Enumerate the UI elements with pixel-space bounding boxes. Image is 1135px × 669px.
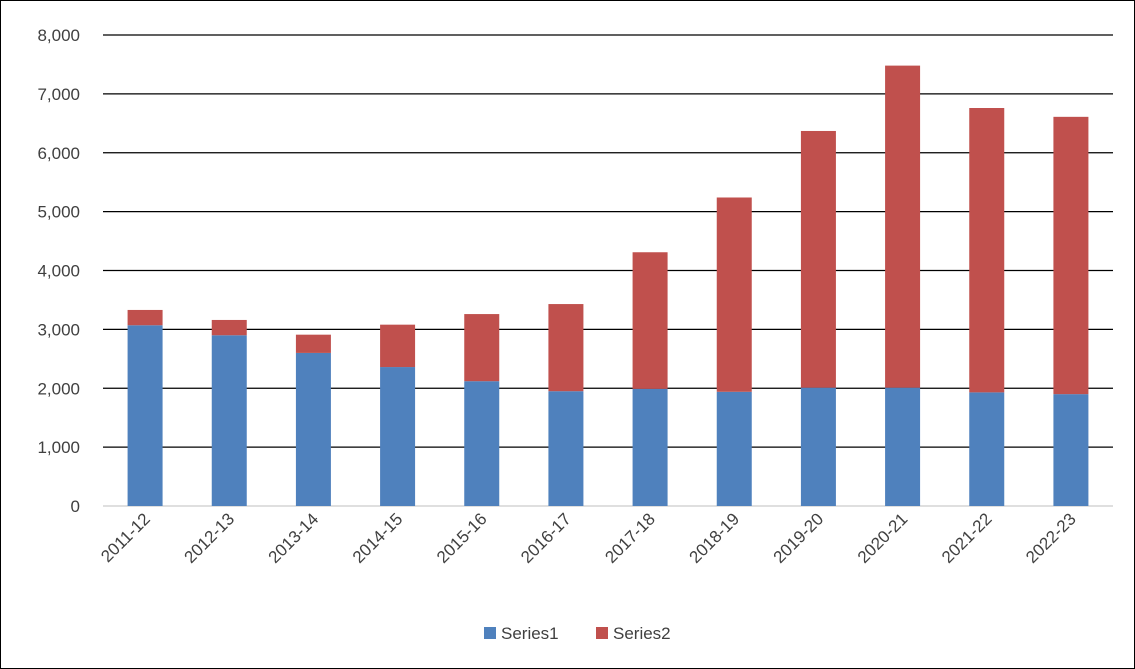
y-axis-tick-labels: 0 1,000 2,000 3,000 4,000 5,000 6,000 7,000 8,00… bbox=[37, 26, 80, 516]
x-tick-label: 2012-13 bbox=[181, 509, 239, 567]
bar-series1-2016-17 bbox=[548, 391, 584, 506]
y-tick-label: 2,000 bbox=[37, 379, 80, 398]
legend-swatch-series2 bbox=[596, 627, 608, 639]
bar-series1-2018-19 bbox=[716, 391, 752, 506]
legend-label-series1: Series1 bbox=[501, 624, 559, 643]
bar-series1-2017-18 bbox=[632, 388, 668, 506]
y-tick-label: 0 bbox=[71, 497, 80, 516]
bar-series2-2022-23 bbox=[1053, 116, 1089, 395]
bar-series1-2021-22 bbox=[969, 392, 1005, 506]
bar-series2-2011-12 bbox=[127, 309, 163, 326]
bar-series2-2013-14 bbox=[295, 334, 331, 353]
x-tick-label: 2021-22 bbox=[938, 509, 996, 567]
x-tick-label: 2022-23 bbox=[1022, 509, 1080, 567]
x-tick-label: 2015-16 bbox=[433, 509, 491, 567]
y-tick-label: 6,000 bbox=[37, 144, 80, 163]
x-axis-tick-labels: 2011-12 2012-13 2013-14 2014-15 2015-16 2016-… bbox=[97, 509, 1080, 567]
bar-series1-2012-13 bbox=[211, 335, 247, 506]
bars bbox=[127, 65, 1089, 506]
gridlines bbox=[103, 34, 1113, 507]
x-tick-label: 2017-18 bbox=[601, 509, 659, 567]
y-tick-label: 5,000 bbox=[37, 203, 80, 222]
y-tick-label: 4,000 bbox=[37, 262, 80, 281]
x-tick-label: 2018-19 bbox=[686, 509, 744, 567]
y-tick-label: 8,000 bbox=[37, 26, 80, 45]
legend: Series1 Series2 bbox=[484, 624, 671, 643]
bar-series1-2013-14 bbox=[295, 352, 331, 506]
bar-series1-2019-20 bbox=[800, 387, 836, 506]
bar-series2-2014-15 bbox=[380, 324, 416, 368]
x-tick-label: 2013-14 bbox=[265, 509, 323, 567]
x-tick-label: 2020-21 bbox=[854, 509, 912, 567]
bar-series2-2017-18 bbox=[632, 252, 668, 389]
bar-series2-2012-13 bbox=[211, 319, 247, 336]
bar-series1-2014-15 bbox=[380, 367, 416, 506]
x-tick-label: 2011-12 bbox=[97, 509, 154, 566]
y-tick-label: 3,000 bbox=[37, 320, 80, 339]
bar-series1-2020-21 bbox=[885, 387, 921, 506]
bar-series1-2015-16 bbox=[464, 381, 500, 506]
bar-series1-2022-23 bbox=[1053, 394, 1089, 506]
bar-series2-2020-21 bbox=[885, 65, 921, 388]
bar-series2-2016-17 bbox=[548, 304, 584, 392]
bar-series2-2019-20 bbox=[800, 130, 836, 388]
bar-series2-2015-16 bbox=[464, 314, 500, 382]
legend-swatch-series1 bbox=[484, 627, 496, 639]
bar-series2-2021-22 bbox=[969, 108, 1005, 393]
bar-series2-2018-19 bbox=[716, 197, 752, 392]
bar-series1-2011-12 bbox=[127, 325, 163, 506]
x-tick-label: 2016-17 bbox=[517, 509, 575, 567]
y-tick-label: 1,000 bbox=[37, 438, 80, 457]
y-tick-label: 7,000 bbox=[37, 85, 80, 104]
x-tick-label: 2014-15 bbox=[349, 509, 407, 567]
x-tick-label: 2019-20 bbox=[770, 509, 828, 567]
legend-label-series2: Series2 bbox=[613, 624, 671, 643]
